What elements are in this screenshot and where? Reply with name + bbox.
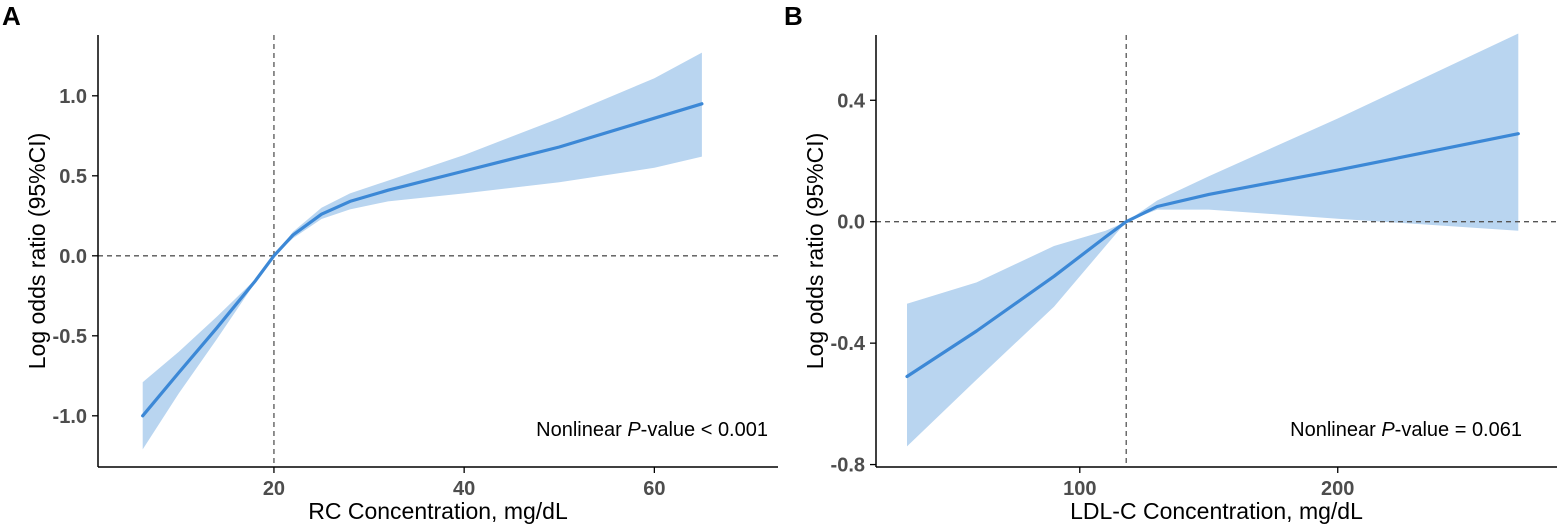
nonlinear-p-annotation: Nonlinear P-value < 0.001	[536, 419, 768, 441]
x-axis-title: LDL-C Concentration, mg/dL	[1070, 498, 1363, 524]
nonlinear-p-annotation: Nonlinear P-value = 0.061	[1290, 419, 1522, 441]
y-axis-title: Log odds ratio (95%CI)	[24, 133, 50, 370]
y-tick-label: -0.5	[53, 326, 87, 348]
x-tick-label: 40	[453, 478, 475, 500]
annotation-p: P	[627, 419, 641, 441]
y-axis-title: Log odds ratio (95%CI)	[802, 133, 828, 370]
y-tick-label: -0.8	[831, 455, 865, 477]
x-axis-title: RC Concentration, mg/dL	[308, 498, 568, 524]
y-tick-label: -1.0	[53, 406, 87, 428]
confidence-band	[142, 52, 702, 450]
annotation-suffix: -value < 0.001	[641, 419, 768, 441]
y-tick-label: -0.4	[831, 333, 866, 355]
annotation-suffix: -value = 0.061	[1395, 419, 1522, 441]
y-tick-label: 0.0	[59, 246, 87, 268]
x-tick-label: 20	[263, 478, 285, 500]
y-tick-label: 0.0	[837, 212, 865, 234]
panel-a: -1.0 -0.5 0.0 0.5 1.0 20 40 60 RC Concentration,…	[2, 1, 778, 524]
annotation-prefix: Nonlinear	[536, 419, 627, 441]
confidence-band	[907, 33, 1519, 447]
y-tick-label: 1.0	[59, 86, 87, 108]
x-tick-label: 60	[643, 478, 665, 500]
panel-letter: B	[784, 1, 803, 31]
x-tick-label: 100	[1063, 478, 1096, 500]
y-tick-label: 0.5	[59, 166, 87, 188]
fitted-line	[905, 132, 1520, 379]
annotation-prefix: Nonlinear	[1290, 419, 1381, 441]
fitted-line	[141, 102, 704, 418]
annotation-p: P	[1381, 419, 1395, 441]
x-tick-label: 200	[1321, 478, 1354, 500]
panel-letter: A	[2, 1, 21, 31]
y-tick-label: 0.4	[837, 90, 866, 112]
